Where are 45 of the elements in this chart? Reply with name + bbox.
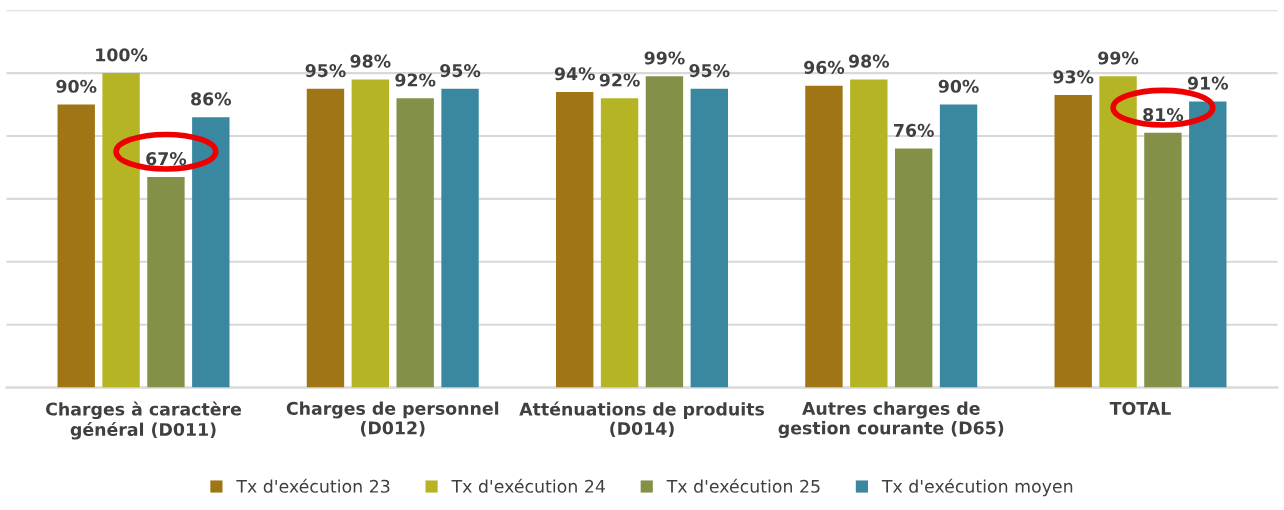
data-label: 98% — [848, 54, 890, 68]
data-label: 99% — [1098, 51, 1139, 65]
bar — [1054, 95, 1092, 388]
data-label: 92% — [395, 73, 436, 87]
bar — [645, 76, 684, 388]
bar — [939, 104, 978, 388]
x-tick-label: Charges à caractère général (D011) — [46, 401, 242, 440]
data-label: 81% — [1143, 108, 1184, 122]
data-label: 93% — [1053, 70, 1094, 84]
data-label: 95% — [440, 64, 481, 78]
x-tick-label: Autres charges de gestion courante (D65) — [778, 401, 1004, 438]
data-label: 98% — [350, 54, 391, 68]
x-tick-label: Atténuations de produits (D014) — [519, 401, 765, 438]
bar — [57, 104, 95, 388]
bar — [894, 148, 933, 388]
data-label: 100% — [96, 48, 148, 62]
legend-label: Tx d'exécution 24 — [451, 478, 605, 493]
bar — [600, 98, 639, 388]
bar — [1144, 132, 1182, 388]
data-label: 96% — [804, 60, 845, 74]
bar — [556, 91, 594, 388]
bar — [441, 88, 479, 388]
x-tick-label: TOTAL — [1109, 401, 1171, 415]
bar — [147, 176, 185, 388]
bar — [690, 88, 728, 388]
x-tick-label: Charges de personnel (D012) — [286, 401, 499, 437]
data-label: 86% — [191, 92, 232, 106]
bar — [396, 98, 434, 388]
legend-label: Tx d'exécution moyen — [881, 478, 1073, 497]
data-label: 76% — [894, 123, 934, 137]
data-label: 90% — [938, 79, 979, 93]
data-label: 90% — [56, 79, 97, 93]
data-label: 91% — [1187, 76, 1229, 90]
bar — [805, 85, 843, 388]
data-label: 95% — [305, 64, 346, 78]
bar — [306, 88, 345, 388]
bar — [850, 79, 888, 388]
data-label: 95% — [689, 64, 730, 78]
legend-label: Tx d'exécution 25 — [666, 478, 820, 493]
data-label: 67% — [146, 152, 187, 166]
legend-label: Tx d'exécution 23 — [236, 478, 390, 493]
data-label: 94% — [554, 67, 595, 81]
data-label: 92% — [599, 73, 640, 87]
bar — [351, 79, 390, 388]
data-label: 99% — [644, 51, 685, 65]
